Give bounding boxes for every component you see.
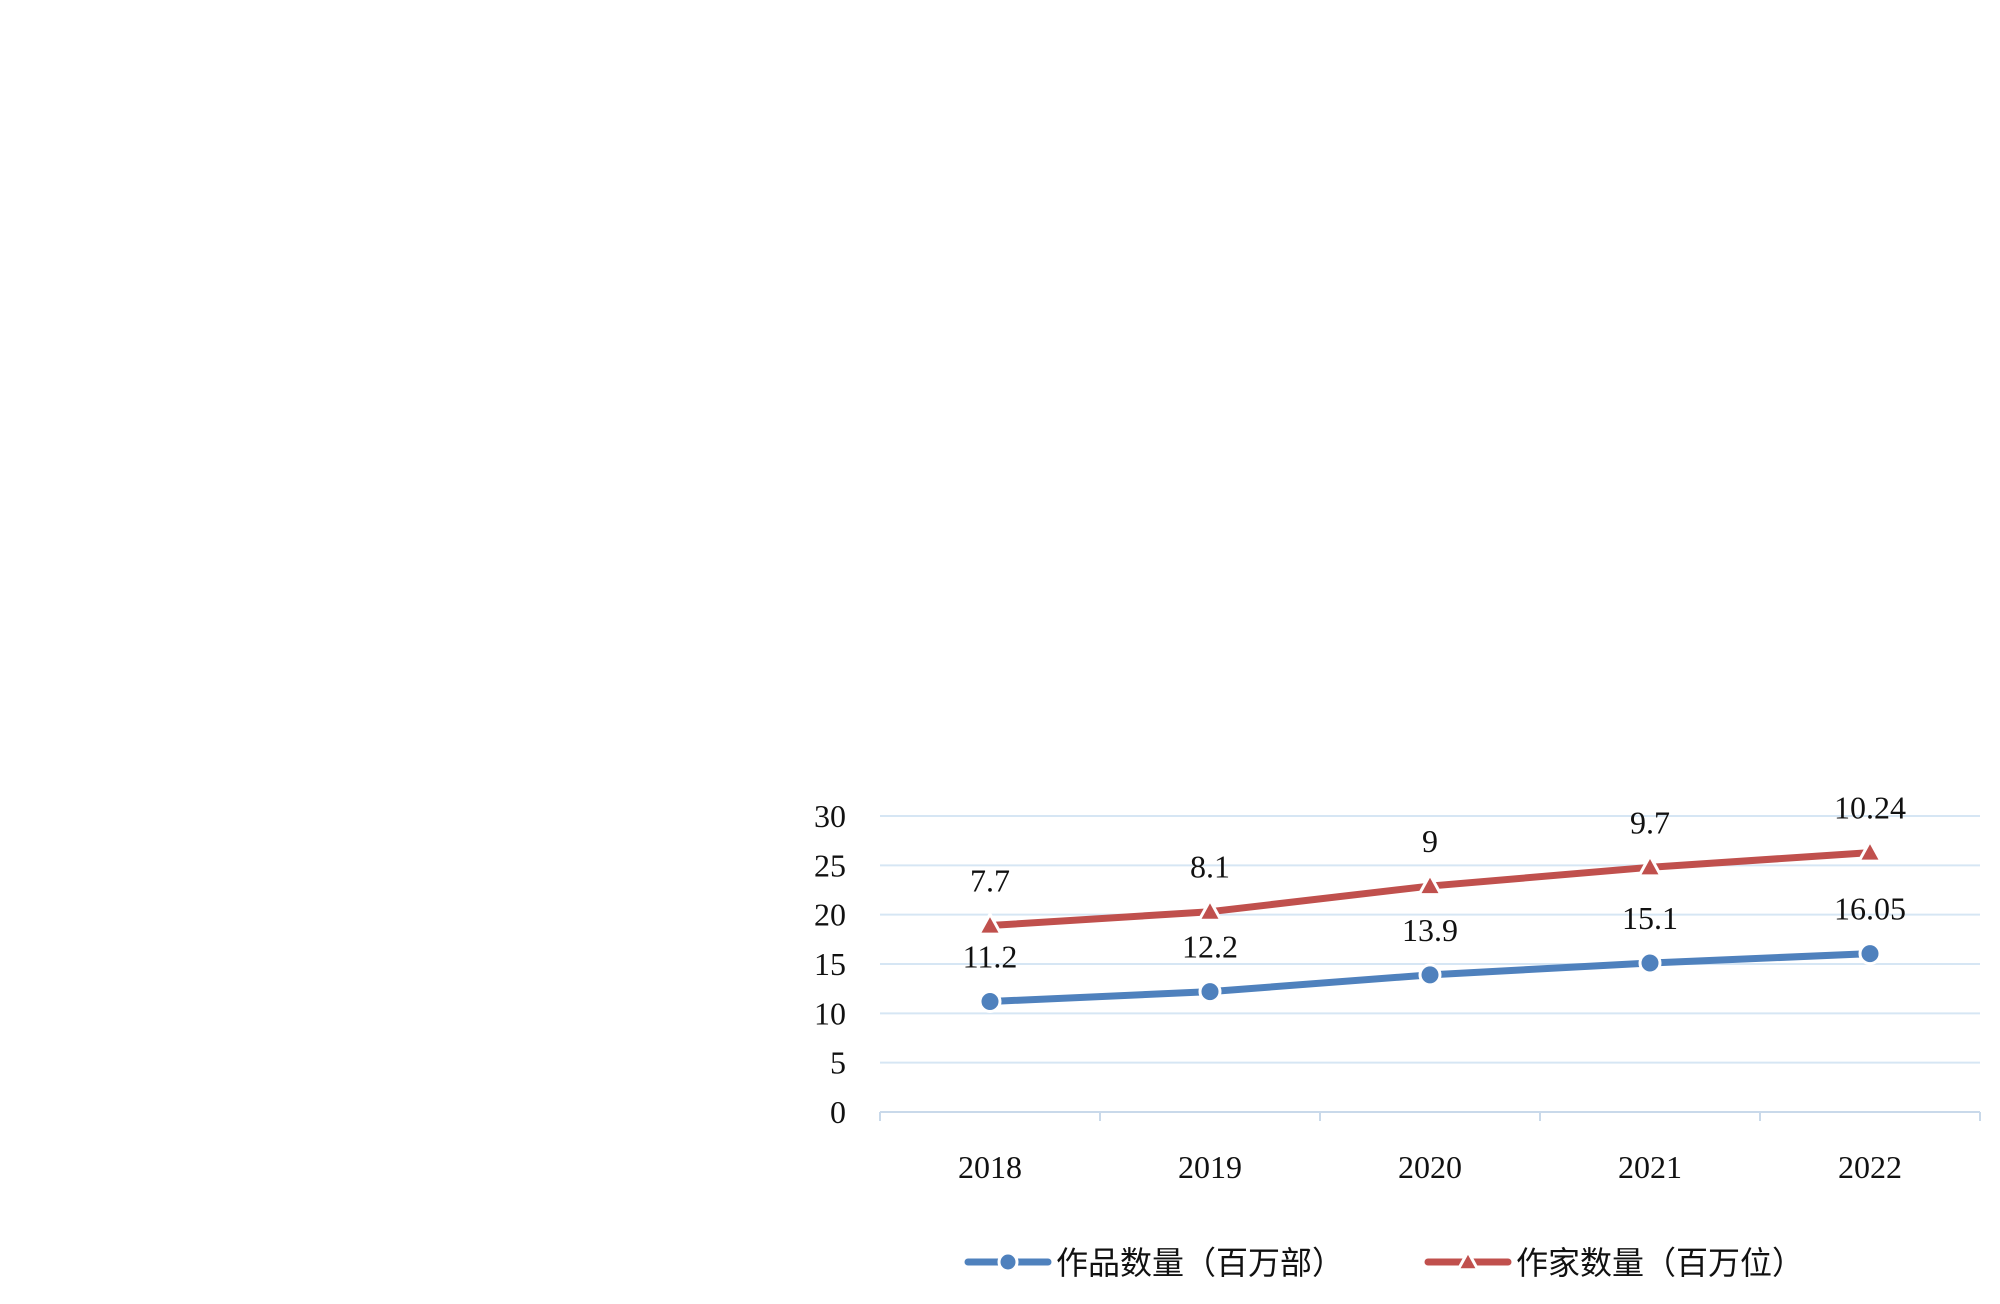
data-label: 9.7 — [1630, 804, 1670, 840]
data-point-triangle — [976, 911, 1004, 936]
y-tick-label: 10 — [814, 995, 846, 1031]
legend-item-1: 作品数量（百万部） — [964, 1244, 1344, 1282]
series-2 — [976, 838, 1884, 936]
data-labels: 11.2 12.2 13.9 15.1 16.05 7.7 8.1 9 9.7 10.24 — [963, 790, 1906, 975]
y-tick-label: 30 — [814, 798, 846, 834]
x-tick-label: 2021 — [1618, 1149, 1682, 1185]
data-point-triangle — [1416, 871, 1444, 897]
legend-label: 作品数量（百万部） — [1056, 1244, 1344, 1282]
x-axis — [879, 1111, 1981, 1121]
series-1 — [978, 942, 1882, 1013]
y-tick-label: 20 — [814, 897, 846, 933]
x-axis-ticks: 2018 2019 2020 2021 2022 — [958, 1149, 1902, 1185]
data-point-circle — [1638, 951, 1662, 975]
y-tick-label: 15 — [814, 946, 846, 982]
x-tick-label: 2018 — [958, 1149, 1022, 1185]
data-label: 12.2 — [1182, 929, 1238, 965]
legend-marker-circle — [997, 1251, 1019, 1273]
y-tick-label: 25 — [814, 847, 846, 883]
x-tick-label: 2020 — [1398, 1149, 1462, 1185]
series-group — [976, 838, 1884, 1013]
data-label: 16.05 — [1834, 891, 1906, 927]
data-label: 15.1 — [1622, 900, 1678, 936]
legend-marker-triangle — [1455, 1248, 1481, 1272]
data-point-circle — [978, 989, 1002, 1013]
data-point-triangle — [1196, 897, 1224, 922]
y-tick-label: 0 — [830, 1094, 846, 1130]
y-axis-ticks: 0 5 10 15 20 25 30 — [814, 798, 846, 1130]
legend-item-2: 作家数量（百万位） — [1424, 1244, 1804, 1282]
data-point-triangle — [1636, 852, 1664, 878]
data-label: 9 — [1422, 823, 1438, 859]
legend-label: 作家数量（百万位） — [1516, 1244, 1804, 1282]
y-tick-label: 5 — [830, 1045, 846, 1081]
data-label: 11.2 — [963, 938, 1018, 974]
data-label: 10.24 — [1834, 790, 1906, 826]
data-label: 8.1 — [1190, 849, 1230, 885]
data-point-circle — [1418, 963, 1442, 987]
data-point-circle — [1198, 980, 1222, 1004]
data-label: 7.7 — [970, 863, 1010, 899]
x-tick-label: 2019 — [1178, 1149, 1242, 1185]
legend: 作品数量（百万部） 作家数量（百万位） — [964, 1244, 1804, 1282]
x-tick-label: 2022 — [1838, 1149, 1902, 1185]
data-label: 13.9 — [1402, 912, 1458, 948]
data-point-triangle — [1856, 838, 1884, 863]
data-point-circle — [1858, 942, 1882, 966]
